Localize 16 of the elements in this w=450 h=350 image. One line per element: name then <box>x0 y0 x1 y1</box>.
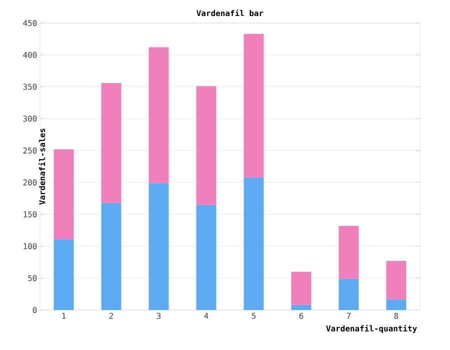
bar <box>101 82 122 203</box>
bar <box>338 226 359 279</box>
bar <box>101 202 122 310</box>
bar <box>148 47 169 184</box>
bar <box>244 177 264 310</box>
bar <box>196 204 216 310</box>
bar <box>291 272 312 305</box>
bar <box>338 278 359 310</box>
bar <box>54 239 74 310</box>
bar <box>291 304 312 310</box>
bar <box>386 260 406 300</box>
bar <box>244 34 264 178</box>
bar <box>386 299 406 310</box>
bar <box>196 86 216 205</box>
bar <box>148 183 169 310</box>
bar <box>54 149 74 240</box>
